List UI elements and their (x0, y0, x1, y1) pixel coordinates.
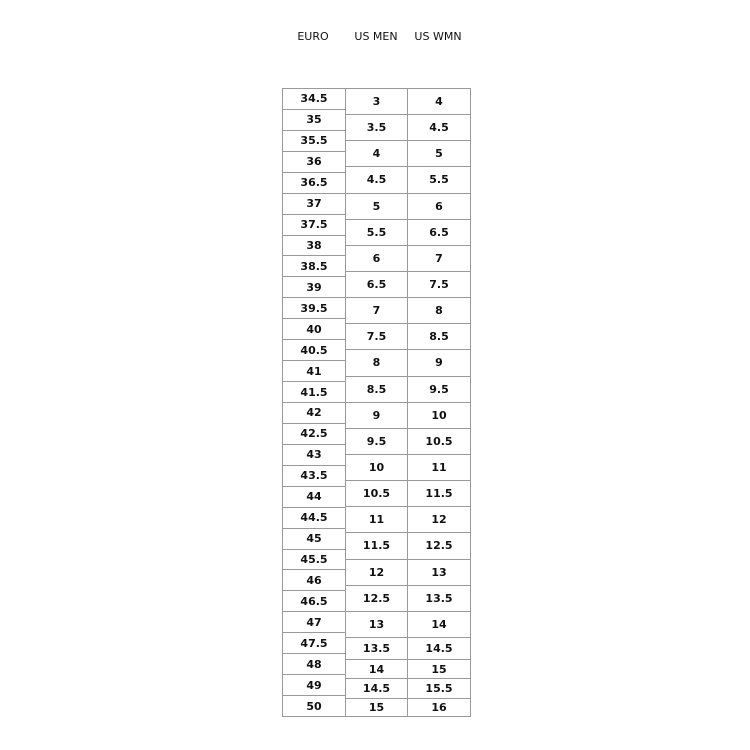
size-cell: 16 (407, 698, 471, 717)
size-cell: 15 (407, 659, 471, 679)
size-cell: 12 (345, 558, 408, 586)
size-cell: 13 (345, 610, 408, 638)
size-cell: 4 (345, 140, 408, 168)
size-cell: 6.5 (407, 218, 471, 246)
size-cell: 42.5 (282, 422, 346, 445)
size-cell: 38 (282, 234, 346, 257)
size-cell: 7 (345, 297, 408, 325)
size-cell: 10 (407, 401, 471, 429)
column-header: US WMN (414, 30, 462, 43)
size-cell: 36.5 (282, 171, 346, 194)
size-cell: 4.5 (407, 114, 471, 142)
size-cell: 38.5 (282, 255, 346, 278)
size-cell: 39.5 (282, 297, 346, 320)
size-cell: 44.5 (282, 506, 346, 529)
size-cell: 39 (282, 276, 346, 299)
size-cell: 47 (282, 611, 346, 634)
size-cell: 9 (407, 349, 471, 377)
size-cell: 50 (282, 695, 346, 717)
size-cell: 12.5 (407, 532, 471, 560)
size-cell: 41.5 (282, 381, 346, 403)
size-cell: 13.5 (407, 584, 471, 612)
size-cell: 43.5 (282, 464, 346, 487)
size-cell: 5.5 (345, 218, 408, 246)
size-cell: 9.5 (345, 427, 408, 455)
size-cell: 14.5 (345, 678, 408, 699)
column-header: EURO (297, 30, 329, 43)
size-cell: 37.5 (282, 213, 346, 236)
size-cell: 42 (282, 402, 346, 424)
size-cell: 34.5 (282, 88, 346, 110)
size-cell: 8.5 (345, 375, 408, 403)
size-cell: 11 (407, 454, 471, 482)
size-cell: 13 (407, 558, 471, 586)
size-cell: 14 (407, 610, 471, 638)
size-cell: 7.5 (345, 323, 408, 351)
size-cell: 3 (345, 88, 408, 116)
size-cell: 15 (345, 698, 408, 717)
size-cell: 10.5 (407, 427, 471, 455)
size-cell: 5 (407, 140, 471, 168)
size-cell: 5 (345, 192, 408, 220)
size-cell: 3.5 (345, 114, 408, 142)
size-cell: 36 (282, 150, 346, 173)
size-cell: 40.5 (282, 339, 346, 362)
size-cell: 40 (282, 318, 346, 341)
size-cell: 8 (407, 297, 471, 325)
size-cell: 9.5 (407, 375, 471, 403)
size-cell: 11 (345, 506, 408, 534)
column-header: US MEN (354, 30, 398, 43)
size-cell: 45 (282, 527, 346, 550)
size-cell: 5.5 (407, 166, 471, 194)
size-cell: 49 (282, 674, 346, 697)
size-cell: 47.5 (282, 632, 346, 655)
size-cell: 7.5 (407, 271, 471, 299)
size-cell: 41 (282, 360, 346, 383)
size-cell: 4 (407, 88, 471, 116)
size-cell: 46.5 (282, 590, 346, 613)
size-cell: 13.5 (345, 637, 408, 660)
size-cell: 6 (407, 192, 471, 220)
size-cell: 35 (282, 108, 346, 131)
size-cell: 45.5 (282, 548, 346, 571)
size-cell: 43 (282, 443, 346, 466)
size-cell: 48 (282, 653, 346, 676)
size-cell: 46 (282, 569, 346, 592)
size-cell: 6 (345, 244, 408, 272)
size-cell: 8 (345, 349, 408, 377)
size-cell: 35.5 (282, 129, 346, 152)
size-cell: 14 (345, 659, 408, 679)
size-cell: 37 (282, 192, 346, 215)
size-cell: 12 (407, 506, 471, 534)
size-cell: 7 (407, 244, 471, 272)
size-cell: 14.5 (407, 637, 471, 660)
size-cell: 9 (345, 401, 408, 429)
size-cell: 8.5 (407, 323, 471, 351)
size-cell: 12.5 (345, 584, 408, 612)
size-cell: 10 (345, 454, 408, 482)
size-cell: 11.5 (407, 480, 471, 508)
size-cell: 11.5 (345, 532, 408, 560)
size-cell: 44 (282, 485, 346, 508)
size-cell: 4.5 (345, 166, 408, 194)
size-cell: 15.5 (407, 678, 471, 699)
size-cell: 6.5 (345, 271, 408, 299)
size-cell: 10.5 (345, 480, 408, 508)
